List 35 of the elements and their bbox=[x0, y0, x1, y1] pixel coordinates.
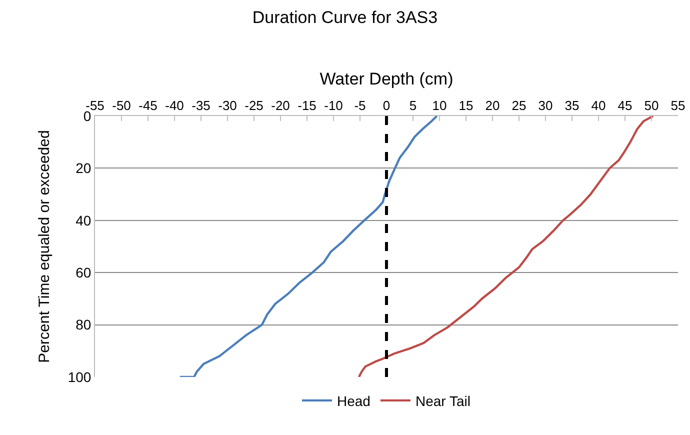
x-tick-label: 45 bbox=[618, 98, 632, 113]
legend-label: Head bbox=[337, 392, 370, 409]
x-tick-label: -25 bbox=[244, 98, 264, 113]
x-tick-label: -10 bbox=[324, 98, 343, 113]
line-series bbox=[358, 116, 654, 377]
x-tick-label: -5 bbox=[354, 98, 366, 113]
x-tick-label: -40 bbox=[165, 98, 184, 113]
x-tick-label: 25 bbox=[512, 98, 526, 113]
x-tick-label: 20 bbox=[485, 98, 500, 113]
x-tick-label: -35 bbox=[192, 98, 210, 113]
chart-title: Duration Curve for 3AS3 bbox=[252, 8, 438, 27]
x-tick-label: -20 bbox=[271, 98, 290, 113]
y-tick-label: 20 bbox=[76, 160, 92, 176]
legend-label: Near Tail bbox=[415, 392, 470, 409]
x-axis-title: Water Depth (cm) bbox=[320, 69, 454, 88]
x-tick-label: 10 bbox=[432, 98, 447, 113]
x-tick-label: 30 bbox=[538, 98, 553, 113]
x-tick-label: 50 bbox=[644, 98, 659, 113]
x-tick-label: -30 bbox=[218, 98, 237, 113]
x-tick-label: -45 bbox=[138, 98, 158, 113]
x-tick-label: -15 bbox=[298, 98, 316, 113]
y-tick-label: 40 bbox=[76, 212, 92, 228]
x-tick-label: 0 bbox=[382, 98, 390, 113]
y-tick-label: 80 bbox=[76, 316, 92, 333]
x-tick-label: 40 bbox=[591, 98, 606, 113]
x-tick-label: -50 bbox=[112, 98, 131, 113]
x-tick-label: 55 bbox=[670, 98, 686, 113]
x-tick-label: 35 bbox=[564, 98, 580, 113]
x-tick-label: 15 bbox=[458, 98, 474, 113]
y-tick-label: 60 bbox=[76, 264, 92, 280]
line-series bbox=[178, 116, 438, 377]
x-tick-label: 5 bbox=[409, 98, 417, 113]
y-tick-label: 100 bbox=[68, 368, 92, 385]
y-axis-title: Percent Time equaled or exceeded bbox=[36, 130, 54, 363]
y-tick-label: 0 bbox=[83, 108, 92, 124]
